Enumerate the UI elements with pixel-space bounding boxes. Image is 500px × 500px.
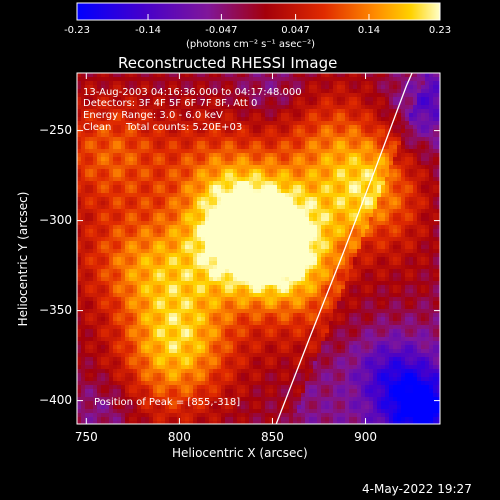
annotation-peak-position: Position of Peak = [855,-318] bbox=[94, 397, 241, 408]
colorbar-ticks bbox=[76, 14, 441, 20]
colorbar-tick-label: -0.23 bbox=[64, 25, 90, 36]
annotation-energy-range: Energy Range: 3.0 - 6.0 keV bbox=[83, 110, 223, 121]
y-tick-label: −350 bbox=[39, 302, 72, 317]
x-tick-label: 900 bbox=[354, 430, 377, 444]
y-axis-title: Heliocentric Y (arcsec) bbox=[16, 191, 30, 327]
colorbar-tick-label: 0.14 bbox=[357, 25, 381, 36]
plot-title: Reconstructed RHESSI Image bbox=[118, 54, 338, 72]
solar-limb-curve bbox=[275, 73, 413, 424]
colorbar-tick-label: -0.14 bbox=[135, 25, 161, 36]
colorbar bbox=[77, 3, 440, 20]
annotation-time-range: 13-Aug-2003 04:16:36.000 to 04:17:48.000 bbox=[83, 87, 302, 98]
axis-ticks bbox=[77, 73, 440, 424]
colorbar-tick-label: 0.047 bbox=[281, 25, 310, 36]
x-axis-title: Heliocentric X (arcsec) bbox=[172, 446, 308, 460]
colorbar-tick-label: 0.23 bbox=[428, 25, 452, 36]
colorbar-units-label: (photons cm⁻² s⁻¹ asec⁻²) bbox=[186, 39, 316, 50]
x-tick-label: 800 bbox=[167, 430, 191, 444]
generation-date: 4-May-2022 19:27 bbox=[362, 482, 472, 496]
y-tick-label: −250 bbox=[39, 122, 72, 137]
colorbar-tick-label: -0.047 bbox=[205, 25, 238, 36]
colorbar-frame bbox=[76, 2, 441, 21]
y-tick-label: −300 bbox=[39, 212, 72, 227]
annotation-detectors: Detectors: 3F 4F 5F 6F 7F 8F, Att 0 bbox=[83, 98, 258, 109]
annotation-method: Clean bbox=[83, 122, 112, 133]
y-tick-label: −400 bbox=[39, 392, 72, 407]
x-tick-label: 850 bbox=[261, 430, 284, 444]
heatmap bbox=[77, 73, 440, 424]
annotation-total-counts: Total counts: 5.20E+03 bbox=[126, 122, 243, 133]
x-tick-label: 750 bbox=[74, 430, 98, 444]
plot-frame bbox=[76, 72, 441, 425]
